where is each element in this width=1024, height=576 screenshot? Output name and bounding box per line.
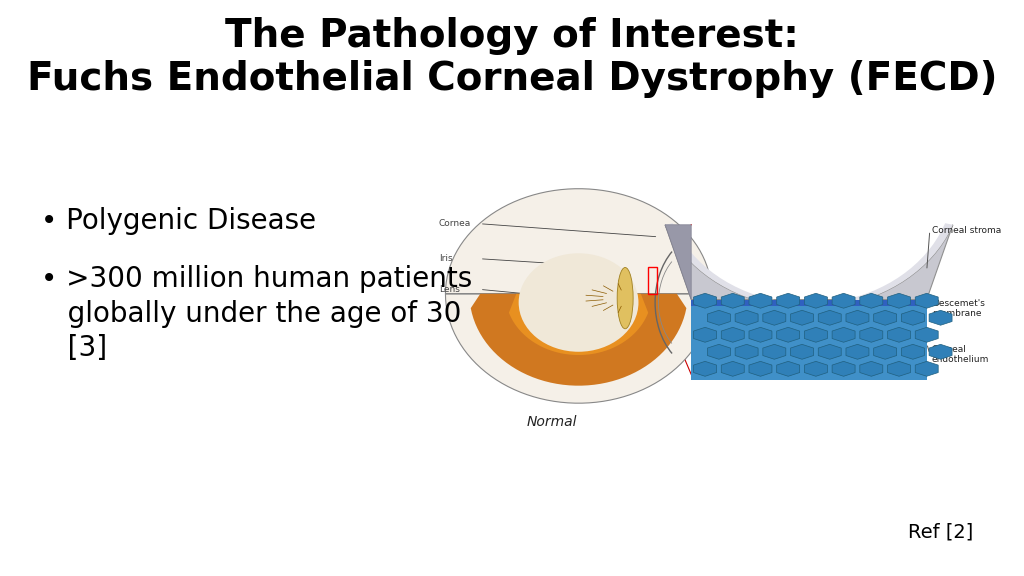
Text: Normal: Normal [526, 415, 578, 429]
Polygon shape [471, 294, 686, 386]
Polygon shape [915, 293, 938, 308]
Polygon shape [846, 344, 869, 359]
Text: • Polygenic Disease: • Polygenic Disease [41, 207, 316, 236]
Polygon shape [791, 310, 813, 325]
Polygon shape [735, 310, 758, 325]
Polygon shape [691, 300, 927, 306]
Polygon shape [666, 225, 691, 300]
Polygon shape [846, 310, 869, 325]
Polygon shape [749, 293, 772, 308]
Text: • >300 million human patients
   globally under the age of 30
   [3]: • >300 million human patients globally u… [41, 265, 472, 362]
Polygon shape [763, 310, 785, 325]
Polygon shape [901, 344, 925, 359]
Polygon shape [873, 310, 897, 325]
Polygon shape [833, 327, 855, 342]
Polygon shape [791, 344, 813, 359]
Polygon shape [776, 293, 800, 308]
Text: Ref [2]: Ref [2] [907, 522, 973, 541]
Polygon shape [666, 223, 952, 308]
Text: Cornea: Cornea [438, 219, 471, 228]
Text: Corneal stroma: Corneal stroma [932, 226, 1001, 235]
Polygon shape [776, 361, 800, 376]
Polygon shape [445, 189, 712, 403]
Polygon shape [721, 293, 744, 308]
Polygon shape [888, 327, 910, 342]
Polygon shape [666, 225, 952, 308]
Text: The Pathology of Interest:
Fuchs Endothelial Corneal Dystrophy (FECD): The Pathology of Interest: Fuchs Endothe… [27, 17, 997, 98]
Polygon shape [818, 310, 842, 325]
Polygon shape [763, 344, 785, 359]
Ellipse shape [518, 253, 639, 352]
Polygon shape [860, 361, 883, 376]
Polygon shape [691, 306, 927, 380]
Polygon shape [693, 361, 717, 376]
Polygon shape [693, 293, 717, 308]
Polygon shape [873, 344, 897, 359]
Text: Descemet's
membrane: Descemet's membrane [932, 299, 985, 317]
Polygon shape [915, 361, 938, 376]
Polygon shape [776, 327, 800, 342]
Polygon shape [929, 310, 952, 325]
Polygon shape [708, 344, 730, 359]
Polygon shape [509, 294, 648, 355]
Ellipse shape [617, 267, 633, 329]
Polygon shape [818, 344, 842, 359]
Polygon shape [708, 310, 730, 325]
Polygon shape [901, 310, 925, 325]
Text: Iris: Iris [438, 254, 453, 263]
Polygon shape [805, 327, 827, 342]
Polygon shape [860, 293, 883, 308]
Polygon shape [721, 361, 744, 376]
Polygon shape [888, 293, 910, 308]
Polygon shape [735, 344, 758, 359]
Polygon shape [888, 361, 910, 376]
Polygon shape [833, 293, 855, 308]
Polygon shape [805, 361, 827, 376]
Polygon shape [805, 293, 827, 308]
Polygon shape [915, 327, 938, 342]
Polygon shape [693, 327, 717, 342]
Text: Corneal
endothelium: Corneal endothelium [932, 345, 989, 363]
Polygon shape [860, 327, 883, 342]
Polygon shape [749, 361, 772, 376]
Polygon shape [749, 327, 772, 342]
Polygon shape [929, 344, 952, 359]
Polygon shape [833, 361, 855, 376]
Text: Lens: Lens [438, 285, 460, 294]
Polygon shape [721, 327, 744, 342]
